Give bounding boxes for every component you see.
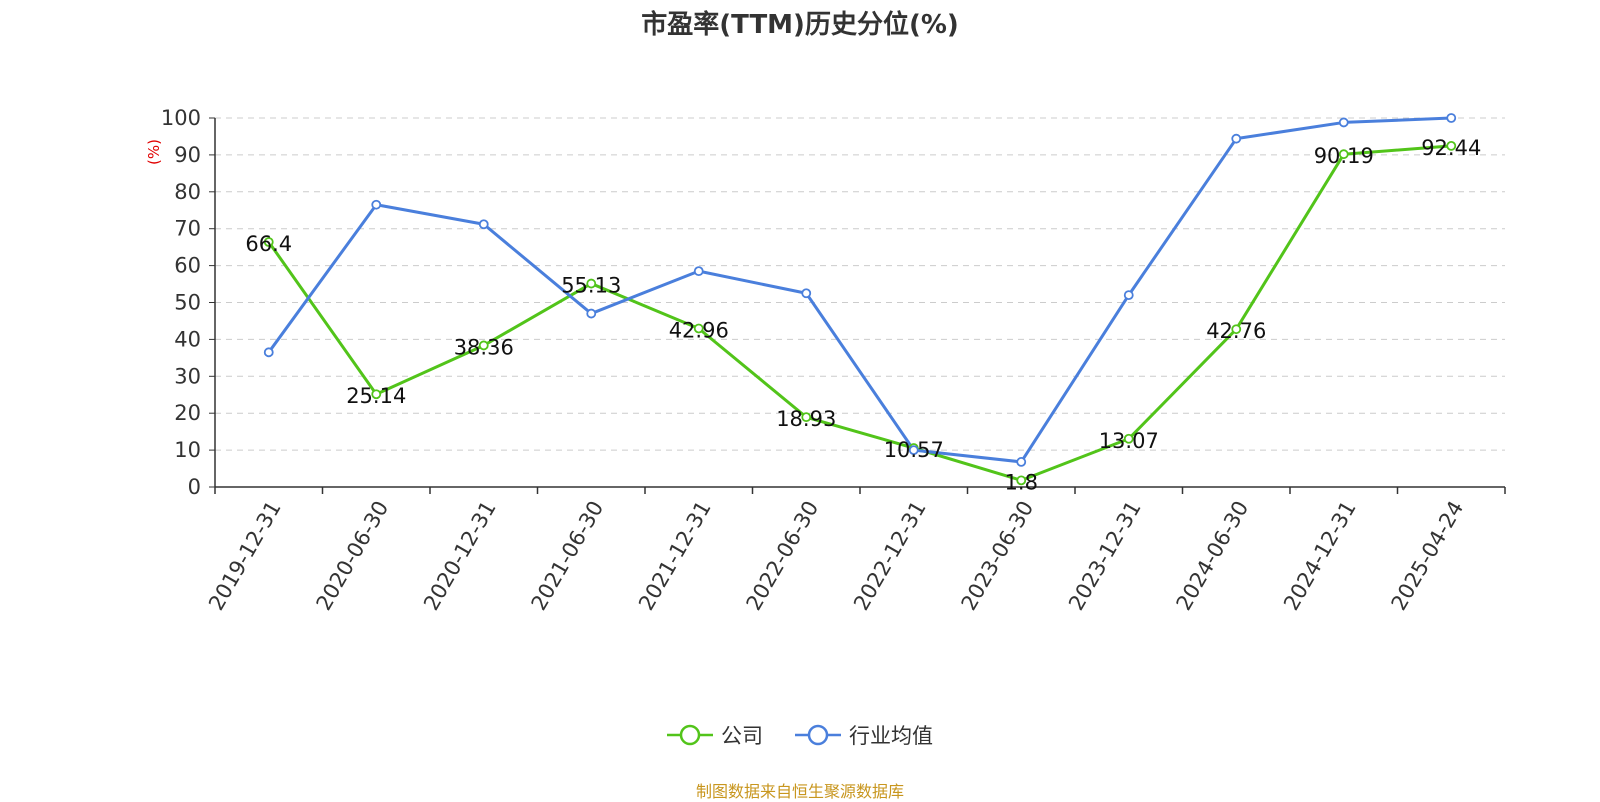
- legend-label-industry-average: 行业均值: [849, 724, 933, 748]
- data-point: [1446, 113, 1457, 123]
- legend-item-company[interactable]: 公司: [667, 720, 763, 750]
- x-tick-label: 2021-06-30: [527, 497, 609, 615]
- y-tick-label: 100: [161, 106, 201, 130]
- data-point: [1338, 149, 1349, 160]
- y-tick-label: 40: [174, 327, 201, 351]
- data-point: [801, 288, 812, 299]
- legend-company-line-icon: [667, 724, 713, 746]
- y-tick-label: 80: [174, 180, 201, 204]
- x-tick-label: 2024-12-31: [1279, 497, 1361, 615]
- series-line-0: [267, 144, 1452, 482]
- data-label: 55.13: [561, 274, 621, 298]
- x-tick-label: 2023-12-31: [1064, 497, 1146, 615]
- data-point: [371, 199, 382, 210]
- x-tick-label: 2021-12-31: [634, 497, 716, 615]
- data-point: [1231, 133, 1242, 144]
- data-point: [371, 389, 382, 400]
- data-label: 10.57: [884, 438, 944, 462]
- data-point: [586, 278, 597, 289]
- data-point: [1123, 433, 1134, 444]
- x-tick-label: 2024-06-30: [1172, 497, 1254, 615]
- data-point: [1446, 140, 1457, 151]
- data-point: [1338, 117, 1349, 128]
- data-label: 92.44: [1421, 136, 1481, 160]
- data-point: [478, 219, 489, 230]
- legend-item-industry-average[interactable]: 行业均值: [795, 720, 933, 750]
- data-point: [586, 308, 597, 319]
- data-label: 90.19: [1314, 144, 1374, 168]
- legend-label-company: 公司: [721, 724, 763, 748]
- x-tick-label: 2023-06-30: [957, 497, 1039, 615]
- y-tick-label: 60: [174, 254, 201, 278]
- source-note: 制图数据来自恒生聚源数据库: [695, 782, 904, 801]
- data-point: [908, 445, 919, 456]
- legend-industry-line-icon: [795, 724, 841, 746]
- data-point: [1016, 457, 1027, 467]
- y-tick-label: 10: [174, 438, 201, 462]
- x-tick-label: 2022-06-30: [742, 497, 824, 615]
- data-point: [263, 347, 274, 358]
- data-label: 38.36: [454, 335, 514, 359]
- data-point: [478, 340, 489, 351]
- y-tick-label: 50: [174, 291, 201, 315]
- data-point: [263, 237, 274, 247]
- data-label: 18.93: [776, 407, 836, 431]
- y-tick-label: 20: [174, 401, 201, 425]
- data-point: [1123, 290, 1134, 301]
- x-tick-label: 2019-12-31: [204, 497, 286, 615]
- data-point: [1016, 475, 1027, 486]
- y-tick-label: 70: [174, 217, 201, 241]
- x-tick-label: 2022-12-31: [849, 497, 931, 615]
- y-axis-label: (%): [145, 139, 163, 165]
- x-tick-label: 2025-04-24: [1387, 497, 1469, 615]
- data-point: [693, 266, 704, 277]
- data-label: 42.96: [669, 318, 729, 342]
- series-line-1: [267, 116, 1452, 464]
- y-tick-label: 90: [174, 143, 201, 167]
- data-label: 25.14: [346, 384, 406, 408]
- data-label: 13.07: [1099, 429, 1159, 453]
- data-label: 42.76: [1206, 319, 1266, 343]
- data-label: 1.8: [1005, 470, 1038, 494]
- y-tick-label: 0: [188, 475, 201, 499]
- data-point: [801, 412, 812, 423]
- legend: 公司 行业均值: [0, 720, 1600, 750]
- data-label: 66.4: [245, 232, 292, 256]
- data-point: [1231, 324, 1242, 335]
- y-tick-label: 30: [174, 364, 201, 388]
- chart-title: 市盈率(TTM)历史分位(%): [641, 10, 959, 40]
- x-tick-label: 2020-06-30: [312, 497, 394, 615]
- data-point: [693, 323, 704, 334]
- x-tick-label: 2020-12-31: [419, 497, 501, 615]
